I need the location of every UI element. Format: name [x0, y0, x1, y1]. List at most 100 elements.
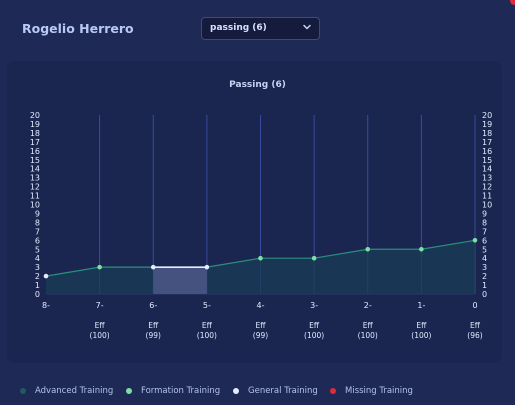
corner-indicator	[510, 0, 515, 5]
x-tick-label-6: 2-	[364, 301, 372, 310]
y-tick-left: 20	[30, 111, 40, 120]
y-tick-left: 6	[35, 236, 40, 245]
chart-panel	[7, 61, 502, 363]
legend-formation-dot	[126, 388, 132, 394]
data-point-2	[150, 264, 156, 270]
y-tick-left: 13	[30, 174, 40, 183]
legend-missing-label: Missing Training	[345, 386, 413, 396]
y-tick-left: 9	[35, 209, 40, 218]
y-tick-left: 18	[30, 129, 40, 138]
y-tick-left: 19	[30, 120, 40, 129]
y-tick-right: 9	[482, 209, 487, 218]
legend-formation-label: Formation Training	[141, 386, 221, 396]
y-tick-right: 2	[482, 272, 487, 281]
x-tick-label-5: 3-	[310, 301, 318, 310]
legend-advanced-dot	[20, 388, 26, 394]
eff-label-8: Eff	[470, 321, 481, 330]
y-tick-left: 1	[35, 281, 40, 290]
y-tick-left: 11	[30, 192, 40, 201]
y-tick-right: 12	[482, 183, 492, 192]
x-tick-label-3: 5-	[203, 301, 211, 310]
y-tick-left: 17	[30, 138, 40, 147]
legend-advanced-label: Advanced Training	[35, 386, 114, 396]
y-tick-left: 2	[35, 272, 40, 281]
y-tick-right: 3	[482, 263, 487, 272]
y-tick-right: 20	[482, 111, 492, 120]
y-tick-right: 8	[482, 218, 487, 227]
y-tick-right: 15	[482, 156, 492, 165]
series-segment-7	[421, 239, 476, 250]
eff-label-2: Eff	[148, 321, 159, 330]
x-tick-label-4: 4-	[257, 301, 265, 310]
data-point-7	[419, 246, 424, 252]
y-tick-left: 3	[35, 263, 40, 272]
eff-label-3: (100)	[197, 331, 217, 340]
chevron-down-icon	[303, 24, 311, 30]
series-segment-0	[45, 266, 100, 277]
y-tick-right: 14	[482, 165, 492, 174]
eff-label-5: Eff	[309, 321, 320, 330]
highlight-segment-block	[153, 267, 207, 294]
x-tick-label-1: 7-	[96, 301, 104, 310]
eff-label-2: (99)	[146, 331, 161, 340]
eff-label-4: Eff	[256, 321, 267, 330]
y-tick-left: 16	[30, 147, 40, 156]
x-tick-label-2: 6-	[149, 301, 157, 310]
legend-item-general: General Training	[233, 386, 318, 396]
y-tick-right: 10	[482, 201, 492, 210]
chart-title: Passing (6)	[229, 80, 286, 90]
x-tick-label-8: 0	[472, 301, 477, 310]
eff-label-1: (100)	[90, 331, 110, 340]
eff-label-7: Eff	[416, 321, 427, 330]
y-tick-right: 18	[482, 129, 492, 138]
x-tick-label-0: 8-	[42, 301, 50, 310]
y-tick-left: 7	[35, 227, 40, 236]
y-tick-right: 7	[482, 227, 487, 236]
y-tick-right: 11	[482, 192, 492, 201]
skill-select[interactable]: passing (6)	[201, 17, 320, 40]
y-tick-right: 17	[482, 138, 492, 147]
y-tick-left: 5	[35, 245, 40, 254]
y-tick-right: 5	[482, 245, 487, 254]
eff-label-8: (96)	[467, 331, 482, 340]
eff-label-5: (100)	[304, 331, 324, 340]
y-tick-right: 16	[482, 147, 492, 156]
y-tick-right: 19	[482, 120, 492, 129]
series-segment-3	[206, 257, 261, 268]
legend-general-dot	[233, 388, 239, 394]
y-tick-left: 14	[30, 165, 40, 174]
y-tick-right: 4	[482, 254, 487, 263]
legend-missing-dot	[330, 388, 336, 394]
y-tick-left: 0	[35, 290, 40, 299]
series-segment-5	[314, 248, 368, 259]
y-tick-left: 8	[35, 218, 40, 227]
legend-item-missing: Missing Training	[330, 386, 413, 396]
y-tick-left: 12	[30, 183, 40, 192]
data-point-0	[43, 273, 49, 279]
y-tick-right: 0	[482, 290, 487, 299]
eff-label-6: (100)	[358, 331, 378, 340]
data-point-8	[472, 238, 478, 243]
data-point-1	[97, 264, 102, 270]
legend: Advanced Training Formation Training Gen…	[0, 386, 515, 402]
y-tick-left: 10	[30, 201, 40, 210]
data-point-3	[204, 264, 210, 270]
eff-label-7: (100)	[411, 331, 431, 340]
eff-label-6: Eff	[363, 321, 374, 330]
data-point-5	[311, 255, 317, 261]
player-name: Rogelio Herrero	[22, 21, 134, 36]
skill-select-value: passing (6)	[210, 23, 267, 33]
x-tick-label-7: 1-	[417, 301, 425, 310]
legend-item-advanced: Advanced Training	[20, 386, 113, 396]
y-tick-left: 15	[30, 156, 40, 165]
eff-label-4: (99)	[253, 331, 268, 340]
y-tick-right: 13	[482, 174, 492, 183]
eff-label-1: Eff	[95, 321, 106, 330]
y-tick-right: 6	[482, 236, 487, 245]
legend-general-label: General Training	[248, 386, 318, 396]
eff-label-3: Eff	[202, 321, 213, 330]
data-point-6	[365, 246, 371, 252]
data-point-4	[258, 255, 263, 261]
y-tick-left: 4	[35, 254, 40, 263]
